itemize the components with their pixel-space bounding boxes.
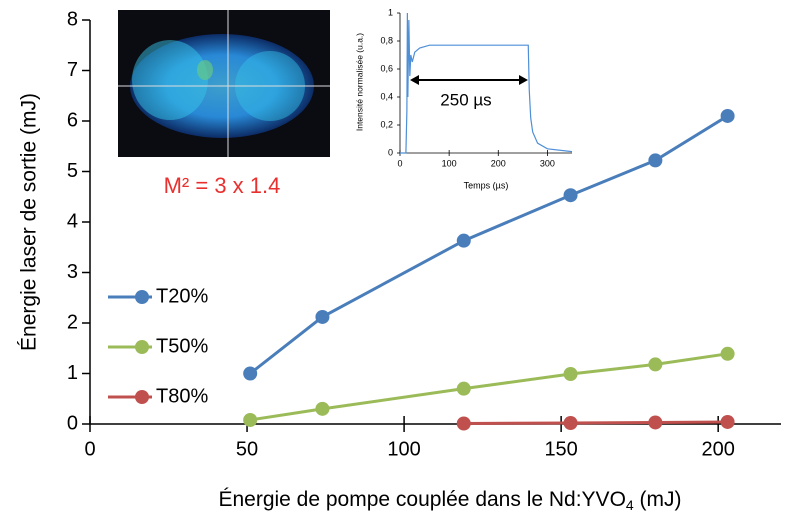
x-tick-label: 200 bbox=[491, 158, 506, 168]
data-point bbox=[720, 346, 735, 361]
y-tick-label: 8 bbox=[67, 8, 78, 30]
data-point bbox=[563, 367, 578, 382]
y-tick-label: 0 bbox=[67, 412, 78, 434]
x-tick-label: 150 bbox=[544, 438, 577, 460]
x-axis-label: Énergie de pompe couplée dans le Nd:YVO4… bbox=[218, 488, 681, 513]
data-point bbox=[243, 366, 258, 381]
y-tick-label: 1 bbox=[388, 7, 393, 17]
y-tick-label: 6 bbox=[67, 109, 78, 131]
annotation: 250 µs bbox=[440, 90, 491, 109]
x-axis-label-suffix: (mJ) bbox=[634, 488, 682, 511]
y-tick-label: 0 bbox=[388, 147, 393, 157]
data-point bbox=[456, 233, 471, 248]
data-point bbox=[648, 357, 663, 372]
y-tick-label: 2 bbox=[67, 311, 78, 333]
y-tick-label: 7 bbox=[67, 59, 78, 81]
x-tick-label: 300 bbox=[540, 158, 555, 168]
y-tick-label: 0,2 bbox=[380, 119, 393, 129]
x-axis-label-subscript: 4 bbox=[626, 497, 634, 513]
x-tick-label: 0 bbox=[397, 158, 402, 168]
legend-marker bbox=[135, 390, 149, 404]
data-point bbox=[563, 188, 578, 203]
data-point bbox=[720, 414, 735, 429]
data-point bbox=[648, 153, 663, 168]
y-axis-label: Énergie laser de sortie (mJ) bbox=[18, 93, 41, 351]
y-tick-label: 0,6 bbox=[380, 63, 393, 73]
beam-image bbox=[118, 10, 330, 157]
y-tick-label: 4 bbox=[67, 210, 78, 232]
data-point bbox=[243, 412, 258, 427]
data-point bbox=[720, 108, 735, 123]
series-line bbox=[249, 352, 728, 422]
x-tick-label: 50 bbox=[236, 438, 258, 460]
x-tick-label: 0 bbox=[84, 438, 95, 460]
y-tick-label: 0,4 bbox=[380, 91, 393, 101]
legend-label: T20% bbox=[156, 285, 208, 307]
x-axis-label: Temps (µs) bbox=[464, 180, 509, 190]
x-tick-label: 100 bbox=[442, 158, 457, 168]
y-tick-label: 0,8 bbox=[380, 35, 393, 45]
data-point bbox=[456, 416, 471, 431]
annotation: M² = 3 x 1.4 bbox=[164, 173, 281, 198]
data-point bbox=[315, 309, 330, 324]
data-point bbox=[456, 381, 471, 396]
x-axis-label-text: Énergie de pompe couplée dans le Nd:YVO bbox=[218, 488, 625, 511]
legend-label: T50% bbox=[156, 335, 208, 357]
data-point bbox=[648, 415, 663, 430]
data-point bbox=[315, 401, 330, 416]
y-axis-label: Intensité normalisée (u.a.) bbox=[354, 33, 364, 131]
y-tick-label: 5 bbox=[67, 160, 78, 182]
series-line bbox=[400, 12, 573, 154]
data-point bbox=[563, 415, 578, 430]
series-line bbox=[463, 420, 728, 425]
y-tick-label: 3 bbox=[67, 261, 78, 283]
y-tick-label: 1 bbox=[67, 362, 78, 384]
series-line bbox=[249, 114, 729, 375]
x-tick-label: 200 bbox=[701, 438, 734, 460]
x-tick-label: 100 bbox=[387, 438, 420, 460]
legend-marker bbox=[135, 290, 149, 304]
legend-label: T80% bbox=[156, 385, 208, 407]
legend-marker bbox=[135, 340, 149, 354]
